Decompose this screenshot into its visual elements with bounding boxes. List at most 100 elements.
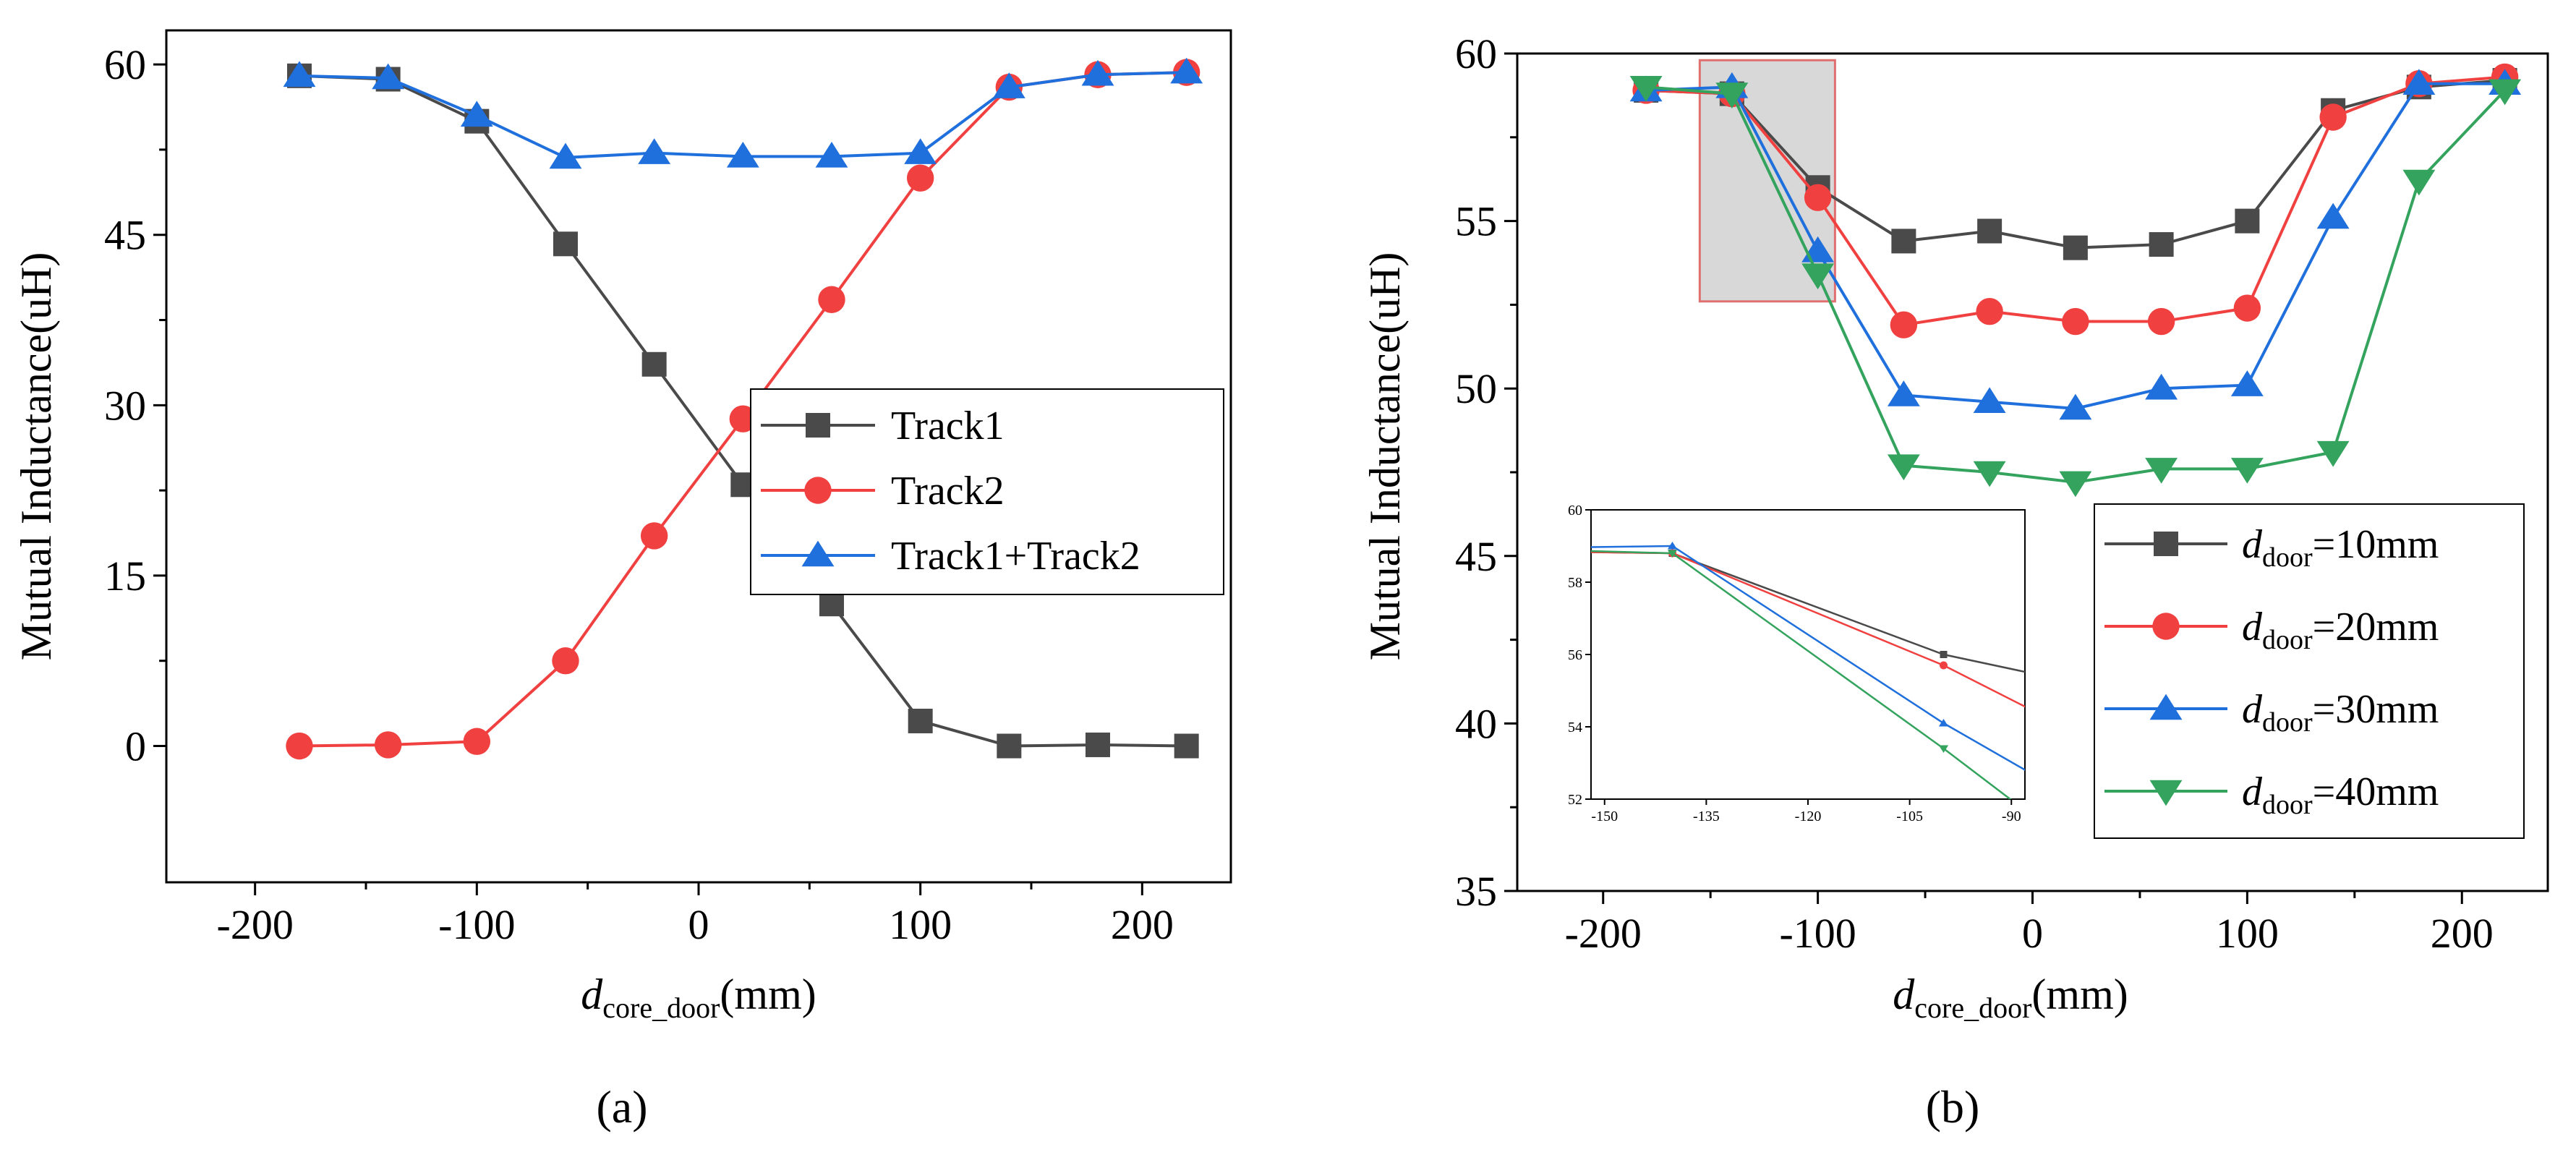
chart-b-point-door-40mm [1629, 76, 1663, 102]
chart-a-point-track1 [1174, 733, 1199, 759]
chart-b-inset-line-door-30mm [1591, 545, 2025, 771]
chart-b-point-door-30mm [2316, 202, 2350, 229]
chart-a-panel-label: (a) [596, 1081, 647, 1133]
chart-a-legend-marker-track2 [804, 477, 832, 504]
chart-a-point-track2 [906, 164, 934, 192]
chart-b-x-tick-label: 200 [2431, 910, 2494, 957]
chart-b-inset-series [1591, 542, 2491, 967]
chart-b-inset-x-tick-label: -135 [1693, 809, 1720, 824]
chart-b-point-door-40mm [2402, 169, 2436, 196]
chart-b-point-door-40mm [2488, 79, 2522, 106]
chart-b-inset-x-tick-label: -120 [1795, 809, 1822, 824]
chart-b-point-door-30mm [1973, 387, 2006, 414]
chart-b-x-tick-label: -200 [1565, 910, 1642, 957]
chart-a-series [283, 57, 1203, 760]
chart-b-inset-point-door-30mm [1938, 719, 1949, 727]
chart-a-point-track1-track2 [1081, 59, 1114, 86]
chart-b-inset-point-door-30mm [1667, 542, 1678, 550]
chart-b-point-door-30mm [2230, 370, 2264, 396]
chart-a-point-track2 [552, 647, 579, 675]
chart-a-point-track2 [729, 405, 757, 432]
chart-b-inset-frame [1590, 509, 2026, 800]
chart-b: -200 -100 0 100 200 35 40 45 50 55 60 Mutual Induc… [1361, 30, 2549, 1133]
chart-b-point-door-20mm [2147, 307, 2175, 336]
chart-b-inset-point-door-30mm [2210, 874, 2219, 882]
chart-b-inset-lines [1591, 542, 2491, 967]
chart-a-x-tick-label: 200 [1111, 901, 1174, 948]
chart-b-y-tick-label: 40 [1455, 700, 1497, 747]
chart-b-point-door-20mm [2233, 294, 2261, 322]
x-title-sub: core_door [602, 991, 720, 1024]
chart-a-point-track1 [819, 592, 844, 617]
chart-b-y-axis-title: Mutual Inductance(uH) [1361, 252, 1409, 661]
x-title-main: d [581, 971, 603, 1018]
chart-b-inset-line-door-40mm [1591, 550, 2012, 799]
chart-b-point-door-40mm [2145, 458, 2178, 484]
chart-a-point-track1-track2 [815, 141, 848, 168]
chart-a-legend-marker-track1-track2 [801, 540, 835, 567]
chart-a-point-track1-track2 [726, 141, 759, 168]
chart-b-x-tick-label: -100 [1779, 910, 1856, 957]
chart-a-y-tick-label: 60 [104, 41, 146, 88]
x-title-unit: (mm) [720, 971, 816, 1018]
chart-b-inset-point-door-30mm [2481, 882, 2491, 890]
chart-b-inset-point-door-40mm [1667, 550, 1678, 558]
chart-b-point-door-40mm [1801, 263, 1835, 290]
chart-a-legend-label-track1: Track1 [891, 404, 1005, 448]
chart-a-point-track1-track2 [992, 72, 1025, 98]
chart-b-x-axis-title: dcore_door(mm) [1893, 971, 2128, 1024]
chart-a-point-track2 [374, 731, 402, 759]
chart-a-ticks: -200 -100 0 100 200 0 15 30 45 60 [104, 41, 1174, 948]
chart-b-legend-marker-door-10mm [2154, 532, 2178, 556]
chart-a-y-tick-label: 15 [104, 553, 146, 600]
chart-b-legend-marker-door-30mm [2149, 694, 2183, 720]
chart-b-y-tick-label: 35 [1455, 868, 1497, 915]
chart-b-inset-point-door-20mm [1940, 661, 1948, 670]
chart-a-y-tick-label: 0 [125, 723, 146, 770]
chart-a-point-track1 [908, 708, 933, 733]
chart-b-point-door-10mm [1891, 229, 1916, 254]
chart-a-x-tick-label: 0 [688, 901, 709, 948]
chart-a-point-track2 [818, 286, 845, 313]
chart-a-point-track1-track2 [904, 138, 937, 164]
chart-b-inset-x-tick-label: -150 [1591, 809, 1618, 824]
chart-b-point-door-10mm [2149, 232, 2174, 257]
chart-a-legend-marker-track1 [806, 413, 830, 438]
chart-b-point-door-20mm [1804, 184, 1832, 211]
chart-a-y-axis-title: Mutual Inductance(uH) [12, 252, 60, 661]
chart-b-point-door-20mm [1976, 297, 2003, 325]
chart-b-inset-line-door-20mm [1591, 551, 2025, 708]
chart-a-point-track1 [641, 351, 667, 377]
chart-a-legend-label-track2: Track2 [891, 469, 1005, 513]
chart-b-legend-marker-door-20mm [2152, 613, 2180, 640]
chart-b-ticks: -200 -100 0 100 200 35 40 45 50 55 60 [1455, 30, 2494, 957]
chart-b-inset-point-door-40mm [1938, 745, 1949, 753]
chart-b-point-door-30mm [1887, 380, 1920, 406]
chart-b-legend-label-door-10mm: ddoor=10mm [2242, 522, 2439, 573]
chart-b-inset-point-door-40mm [2481, 959, 2491, 967]
chart-b-inset-point-door-10mm [1940, 651, 1948, 658]
chart-b-point-door-40mm [1715, 82, 1749, 108]
chart-b-series [1629, 63, 2522, 498]
chart-b-point-door-40mm [1973, 461, 2006, 487]
chart-b-point-door-30mm [2145, 373, 2178, 400]
chart-b-inset-y-tick-label: 54 [1568, 720, 1582, 735]
chart-a-point-track2 [463, 728, 491, 755]
chart-b-inset-y-tick-label: 58 [1568, 575, 1582, 591]
chart-b-point-door-40mm [2316, 440, 2350, 467]
chart-a-point-track1-track2 [638, 138, 671, 164]
chart-a-x-tick-label: -100 [438, 901, 515, 948]
chart-b-legend-marker-door-40mm [2149, 780, 2183, 806]
chart-b-y-tick-label: 50 [1455, 365, 1497, 412]
chart-b-legend-label-door-30mm: ddoor=30mm [2242, 687, 2439, 738]
chart-a-point-track1-track2 [283, 61, 316, 88]
chart-a-x-tick-label: -200 [217, 901, 294, 948]
chart-b-y-tick-label: 55 [1455, 198, 1497, 245]
chart-b-legend-label-door-40mm: ddoor=40mm [2242, 769, 2439, 820]
chart-a: -200 -100 0 100 200 0 15 30 45 60 Mutual Inductan… [12, 29, 1232, 1133]
chart-b-inset-y-tick-label: 52 [1568, 792, 1582, 808]
chart-b-inset-x-tick-label: -90 [2002, 809, 2021, 824]
chart-a-point-track2 [640, 522, 668, 550]
chart-a-point-track1-track2 [372, 63, 405, 90]
